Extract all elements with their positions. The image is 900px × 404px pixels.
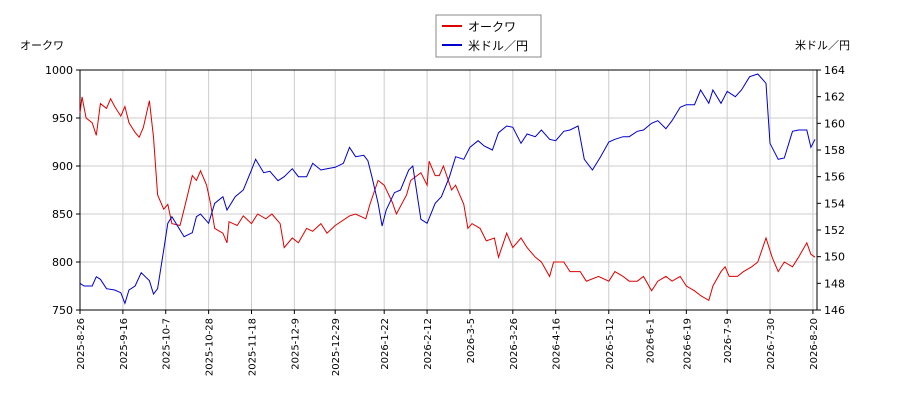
y2-axis-label: 米ドル／円 (795, 39, 850, 52)
y-tick-label: 950 (52, 112, 73, 125)
y2-tick-label: 150 (824, 251, 845, 264)
x-tick-label: 2025-12-9 (290, 318, 301, 370)
y2-tick-label: 148 (824, 277, 845, 290)
y-tick-label: 750 (52, 304, 73, 317)
y2-tick-label: 156 (824, 171, 845, 184)
y-tick-label: 1000 (45, 64, 73, 77)
legend-box (435, 14, 542, 58)
legend-label: オークワ (468, 20, 516, 34)
x-tick-label: 2025-10-28 (205, 318, 216, 376)
x-tick-label: 2026-6-19 (682, 318, 693, 370)
x-tick-label: 2026-3-5 (466, 318, 477, 363)
x-tick-label: 2026-4-16 (552, 318, 563, 370)
y2-tick-label: 154 (824, 197, 845, 210)
x-tick-label: 2026-5-12 (605, 318, 616, 370)
x-tick-label: 2026-1-22 (380, 318, 391, 370)
y2-tick-label: 164 (824, 64, 845, 77)
x-tick-label: 2025-8-26 (76, 318, 87, 370)
y2-tick-label: 146 (824, 304, 845, 317)
y2-tick-label: 158 (824, 144, 845, 157)
x-tick-label: 2026-7-30 (766, 318, 777, 370)
x-tick-label: 2026-2-12 (423, 318, 434, 370)
x-tick-label: 2026-8-20 (809, 318, 820, 370)
x-tick-label: 2025-12-29 (331, 318, 342, 376)
plot-frame (79, 69, 818, 311)
y2-tick-label: 152 (824, 224, 845, 237)
legend-label: 米ドル／円 (468, 39, 528, 53)
series-line (79, 73, 816, 305)
y-axis-label: オークワ (20, 39, 64, 52)
x-tick-label: 2026-7-9 (723, 318, 734, 363)
y2-tick-label: 162 (824, 91, 845, 104)
x-tick-label: 2026-6-1 (646, 318, 657, 363)
x-tick-label: 2025-11-18 (247, 318, 258, 376)
x-tick-label: 2025-9-16 (119, 318, 130, 370)
y2-tick-label: 160 (824, 117, 845, 130)
y-tick-label: 800 (52, 256, 73, 269)
x-tick-label: 2025-10-7 (162, 318, 173, 370)
y-tick-label: 850 (52, 208, 73, 221)
y-tick-label: 900 (52, 160, 73, 173)
x-tick-label: 2026-3-26 (509, 318, 520, 370)
series-line (79, 96, 816, 302)
